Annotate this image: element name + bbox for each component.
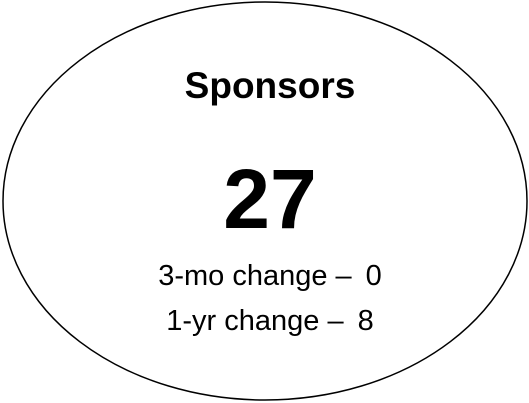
change-value: 0 (366, 260, 382, 292)
change-line: 3-mo change – 0 (158, 260, 382, 292)
card-value: 27 (223, 152, 316, 246)
change-label: 1-yr change – (166, 305, 344, 337)
change-line: 1-yr change – 8 (166, 305, 373, 337)
card-title: Sponsors (185, 65, 356, 106)
change-label: 3-mo change – (158, 260, 352, 292)
change-value: 8 (358, 305, 374, 337)
